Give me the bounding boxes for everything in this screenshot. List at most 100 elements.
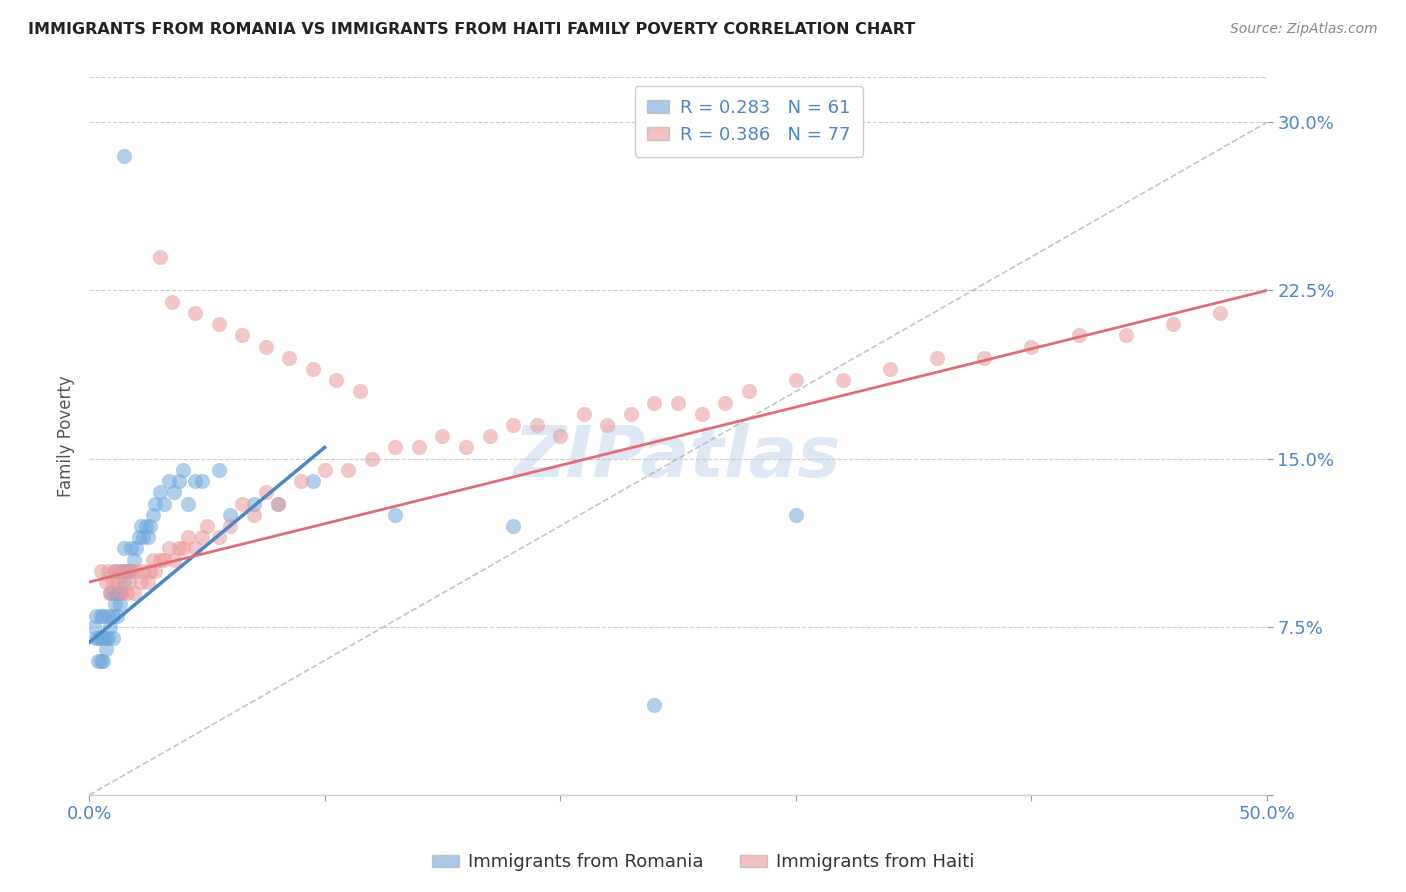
Point xyxy=(290,474,312,488)
Point xyxy=(163,485,186,500)
Point xyxy=(112,149,135,163)
Text: Source: ZipAtlas.com: Source: ZipAtlas.com xyxy=(1230,22,1378,37)
Point xyxy=(90,631,112,645)
Point xyxy=(177,496,200,510)
Point xyxy=(243,496,266,510)
Point xyxy=(143,496,166,510)
Point xyxy=(121,541,143,556)
Point xyxy=(666,395,689,409)
Point xyxy=(360,451,382,466)
Point xyxy=(87,653,110,667)
Point xyxy=(832,373,855,387)
Point xyxy=(153,552,176,566)
Point xyxy=(157,474,180,488)
Point xyxy=(105,608,128,623)
Point xyxy=(153,496,176,510)
Point xyxy=(111,586,134,600)
Legend: R = 0.283   N = 61, R = 0.386   N = 77: R = 0.283 N = 61, R = 0.386 N = 77 xyxy=(634,87,863,157)
Point xyxy=(208,317,231,331)
Point xyxy=(111,564,134,578)
Point xyxy=(231,496,253,510)
Point xyxy=(172,463,194,477)
Point xyxy=(478,429,501,443)
Point xyxy=(105,574,128,589)
Point xyxy=(128,530,150,544)
Point xyxy=(135,519,157,533)
Point xyxy=(1115,328,1137,343)
Point xyxy=(502,418,524,433)
Point xyxy=(191,530,214,544)
Point xyxy=(84,631,107,645)
Point xyxy=(136,530,159,544)
Point xyxy=(132,530,155,544)
Point xyxy=(219,508,242,522)
Legend: Immigrants from Romania, Immigrants from Haiti: Immigrants from Romania, Immigrants from… xyxy=(425,847,981,879)
Point xyxy=(1021,340,1043,354)
Point xyxy=(548,429,571,443)
Point xyxy=(337,463,360,477)
Point xyxy=(83,620,105,634)
Point xyxy=(219,519,242,533)
Point xyxy=(98,586,121,600)
Point xyxy=(91,631,114,645)
Point xyxy=(149,485,172,500)
Point xyxy=(104,564,127,578)
Point xyxy=(596,418,619,433)
Point xyxy=(129,519,152,533)
Point xyxy=(115,564,138,578)
Point xyxy=(1161,317,1184,331)
Point xyxy=(142,552,165,566)
Point xyxy=(101,631,124,645)
Point xyxy=(184,474,207,488)
Point xyxy=(87,631,110,645)
Point xyxy=(122,552,145,566)
Point xyxy=(101,586,124,600)
Y-axis label: Family Poverty: Family Poverty xyxy=(58,376,75,497)
Point xyxy=(115,586,138,600)
Point xyxy=(208,463,231,477)
Point xyxy=(502,519,524,533)
Point xyxy=(195,519,218,533)
Point xyxy=(302,362,325,376)
Point xyxy=(408,441,430,455)
Point xyxy=(349,384,371,399)
Point xyxy=(163,552,186,566)
Point xyxy=(879,362,901,376)
Point xyxy=(384,508,406,522)
Point xyxy=(122,586,145,600)
Point xyxy=(91,608,114,623)
Point xyxy=(149,250,172,264)
Point xyxy=(177,530,200,544)
Point xyxy=(90,653,112,667)
Point xyxy=(84,608,107,623)
Point xyxy=(643,698,665,713)
Point xyxy=(973,351,995,365)
Point xyxy=(132,564,155,578)
Point xyxy=(690,407,713,421)
Point xyxy=(243,508,266,522)
Point xyxy=(90,564,112,578)
Point xyxy=(142,508,165,522)
Point xyxy=(572,407,595,421)
Point xyxy=(139,564,162,578)
Point xyxy=(118,564,141,578)
Point xyxy=(172,541,194,556)
Point xyxy=(91,653,114,667)
Point xyxy=(101,574,124,589)
Point xyxy=(432,429,454,443)
Point xyxy=(785,373,807,387)
Point xyxy=(94,631,117,645)
Point xyxy=(454,441,477,455)
Point xyxy=(105,586,128,600)
Point xyxy=(118,574,141,589)
Point xyxy=(191,474,214,488)
Point xyxy=(384,441,406,455)
Point xyxy=(302,474,325,488)
Point xyxy=(98,620,121,634)
Point xyxy=(157,541,180,556)
Point xyxy=(97,631,120,645)
Point xyxy=(620,407,643,421)
Point xyxy=(139,519,162,533)
Point xyxy=(643,395,665,409)
Point xyxy=(160,294,183,309)
